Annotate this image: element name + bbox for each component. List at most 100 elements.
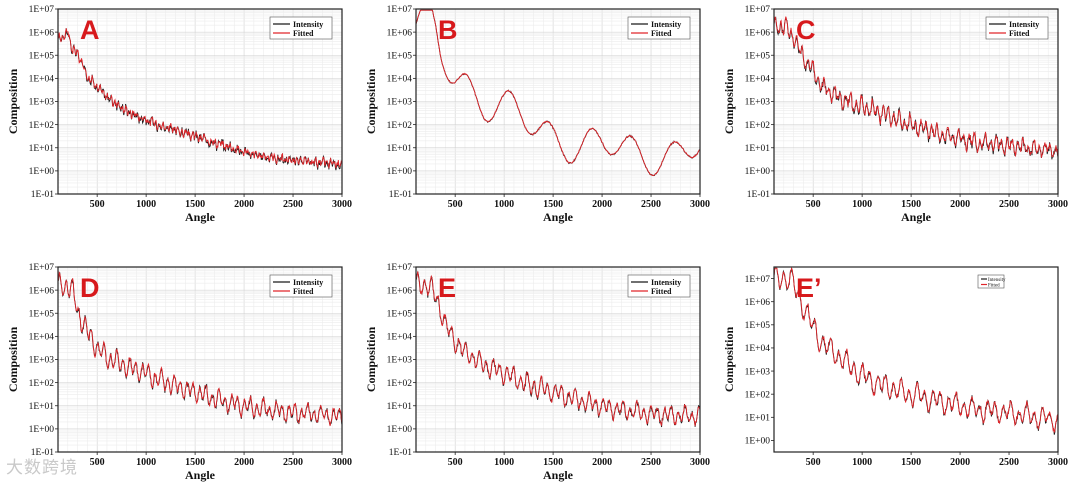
- series-line-fitted: [773, 266, 1059, 433]
- y-tick-label: 1E+07: [29, 5, 55, 15]
- y-tick-label: 1E+02: [29, 379, 55, 389]
- x-tick-label: 2500: [641, 199, 661, 210]
- y-tick-label: 1E+07: [745, 275, 771, 285]
- x-tick-label: 500: [448, 199, 463, 210]
- y-axis-label: Composition: [364, 327, 378, 393]
- y-tick-label: 1E+03: [387, 98, 413, 108]
- y-tick-label: 1E+02: [745, 121, 771, 131]
- y-tick-label: 1E+01: [745, 144, 771, 154]
- y-tick-label: 1E+06: [745, 298, 771, 308]
- x-tick-label: 3000: [690, 457, 710, 468]
- x-tick-label: 2000: [234, 457, 254, 468]
- chart-svg: 1E-01 1E+00 1E+01 1E+02 1E+03 1E+04 1E+05 1E+06…: [6, 5, 352, 224]
- watermark-text: 大数跨境: [6, 458, 78, 478]
- y-tick-label: 1E+06: [387, 28, 413, 38]
- x-tick-label: 3000: [1048, 199, 1068, 210]
- y-tick-label: 1E+04: [29, 333, 55, 343]
- x-tick-label: 3000: [332, 199, 352, 210]
- x-tick-label: 1500: [185, 199, 205, 210]
- x-tick-label: 500: [90, 457, 105, 468]
- y-tick-label: 1E+06: [29, 286, 55, 296]
- y-tick-label: 1E+06: [29, 28, 55, 38]
- y-tick-label: 1E+07: [387, 263, 413, 273]
- panel-label: C: [796, 15, 816, 45]
- x-tick-label: 1000: [494, 457, 514, 468]
- y-tick-label: 1E+03: [745, 367, 771, 377]
- legend-entry-intensity: Intensity: [651, 20, 681, 29]
- y-tick-label: 1E+07: [387, 5, 413, 15]
- x-tick-label: 1000: [852, 457, 872, 468]
- x-tick-label: 3000: [1048, 457, 1068, 468]
- chart-svg: 1E-01 1E+00 1E+01 1E+02 1E+03 1E+04 1E+05 1E+06…: [6, 263, 352, 482]
- y-tick-label: 1E+07: [745, 5, 771, 15]
- chart-panel-c: 1E-01 1E+00 1E+01 1E+02 1E+03 1E+04 1E+05 1E+06…: [716, 0, 1068, 225]
- x-tick-label: 2500: [999, 457, 1019, 468]
- y-tick-label: 1E+01: [387, 144, 413, 154]
- chart-svg: 1E-01 1E+00 1E+01 1E+02 1E+03 1E+04 1E+05 1E+06…: [722, 5, 1068, 224]
- y-tick-label: 1E+03: [387, 356, 413, 366]
- chart-svg: 1E-01 1E+00 1E+01 1E+02 1E+03 1E+04 1E+05 1E+06…: [364, 263, 710, 482]
- x-tick-label: 1500: [185, 457, 205, 468]
- legend-entry-intensity: Intensity: [293, 20, 323, 29]
- y-tick-label: 1E+07: [29, 263, 55, 273]
- panel-label: A: [80, 15, 100, 45]
- y-tick-label: 1E+02: [387, 379, 413, 389]
- x-axis-label: Angle: [543, 468, 574, 482]
- y-tick-label: 1E+00: [29, 425, 55, 435]
- x-tick-label: 2000: [950, 457, 970, 468]
- grid-lines: [415, 8, 701, 195]
- legend-entry-intensity: Intensity: [293, 278, 323, 287]
- y-tick-label: 1E+02: [29, 121, 55, 131]
- y-tick-label: 1E+05: [745, 321, 771, 331]
- chart-panel-a: 1E-01 1E+00 1E+01 1E+02 1E+03 1E+04 1E+05 1E+06…: [0, 0, 352, 225]
- panel-label: E’: [796, 273, 822, 303]
- y-tick-label: 1E+05: [29, 309, 55, 319]
- y-tick-label: 1E+01: [387, 402, 413, 412]
- y-tick-label: 1E+01: [29, 144, 55, 154]
- y-tick-label: 1E+01: [745, 414, 771, 424]
- x-axis-label: Angle: [901, 210, 932, 224]
- chart-panel-b: 1E-01 1E+00 1E+01 1E+02 1E+03 1E+04 1E+05 1E+06…: [358, 0, 710, 225]
- y-axis-label: Composition: [364, 69, 378, 135]
- y-axis-label: Composition: [722, 327, 736, 393]
- panel-label: D: [80, 273, 100, 303]
- y-tick-label: 1E+03: [29, 356, 55, 366]
- plot-frame: [773, 266, 1059, 453]
- y-tick-label: 1E+05: [745, 51, 771, 61]
- y-tick-label: 1E+00: [29, 167, 55, 177]
- chart-panel-d: 1E-01 1E+00 1E+01 1E+02 1E+03 1E+04 1E+05 1E+06…: [0, 258, 352, 483]
- grid-lines: [415, 266, 701, 453]
- y-tick-label: 1E+00: [387, 425, 413, 435]
- y-tick-label: 1E+03: [29, 98, 55, 108]
- plot-area: [774, 267, 1058, 452]
- series-line-fitted: [415, 9, 701, 177]
- y-tick-label: 1E-01: [31, 448, 54, 458]
- y-axis-label: Composition: [6, 327, 20, 393]
- legend-entry-intensity: Intensity: [651, 278, 681, 287]
- x-tick-label: 1500: [543, 457, 563, 468]
- y-tick-label: 1E-01: [389, 448, 412, 458]
- x-tick-label: 500: [90, 199, 105, 210]
- x-tick-label: 1000: [136, 199, 156, 210]
- series-line-fitted: [415, 271, 701, 427]
- x-tick-label: 2500: [641, 457, 661, 468]
- x-tick-label: 1000: [136, 457, 156, 468]
- y-tick-label: 1E+02: [745, 390, 771, 400]
- x-tick-label: 500: [448, 457, 463, 468]
- y-tick-label: 1E+04: [745, 344, 771, 354]
- x-tick-label: 1500: [901, 199, 921, 210]
- y-tick-label: 1E+00: [745, 167, 771, 177]
- y-tick-label: 1E+03: [745, 98, 771, 108]
- x-tick-label: 500: [806, 199, 821, 210]
- y-tick-label: 1E+04: [745, 75, 771, 85]
- y-tick-label: 1E+05: [387, 309, 413, 319]
- chart-panel-e: 1E-01 1E+00 1E+01 1E+02 1E+03 1E+04 1E+05 1E+06…: [358, 258, 710, 483]
- x-tick-label: 2500: [283, 457, 303, 468]
- y-axis-label: Composition: [6, 69, 20, 135]
- y-tick-label: 1E+06: [745, 28, 771, 38]
- x-tick-label: 2000: [234, 199, 254, 210]
